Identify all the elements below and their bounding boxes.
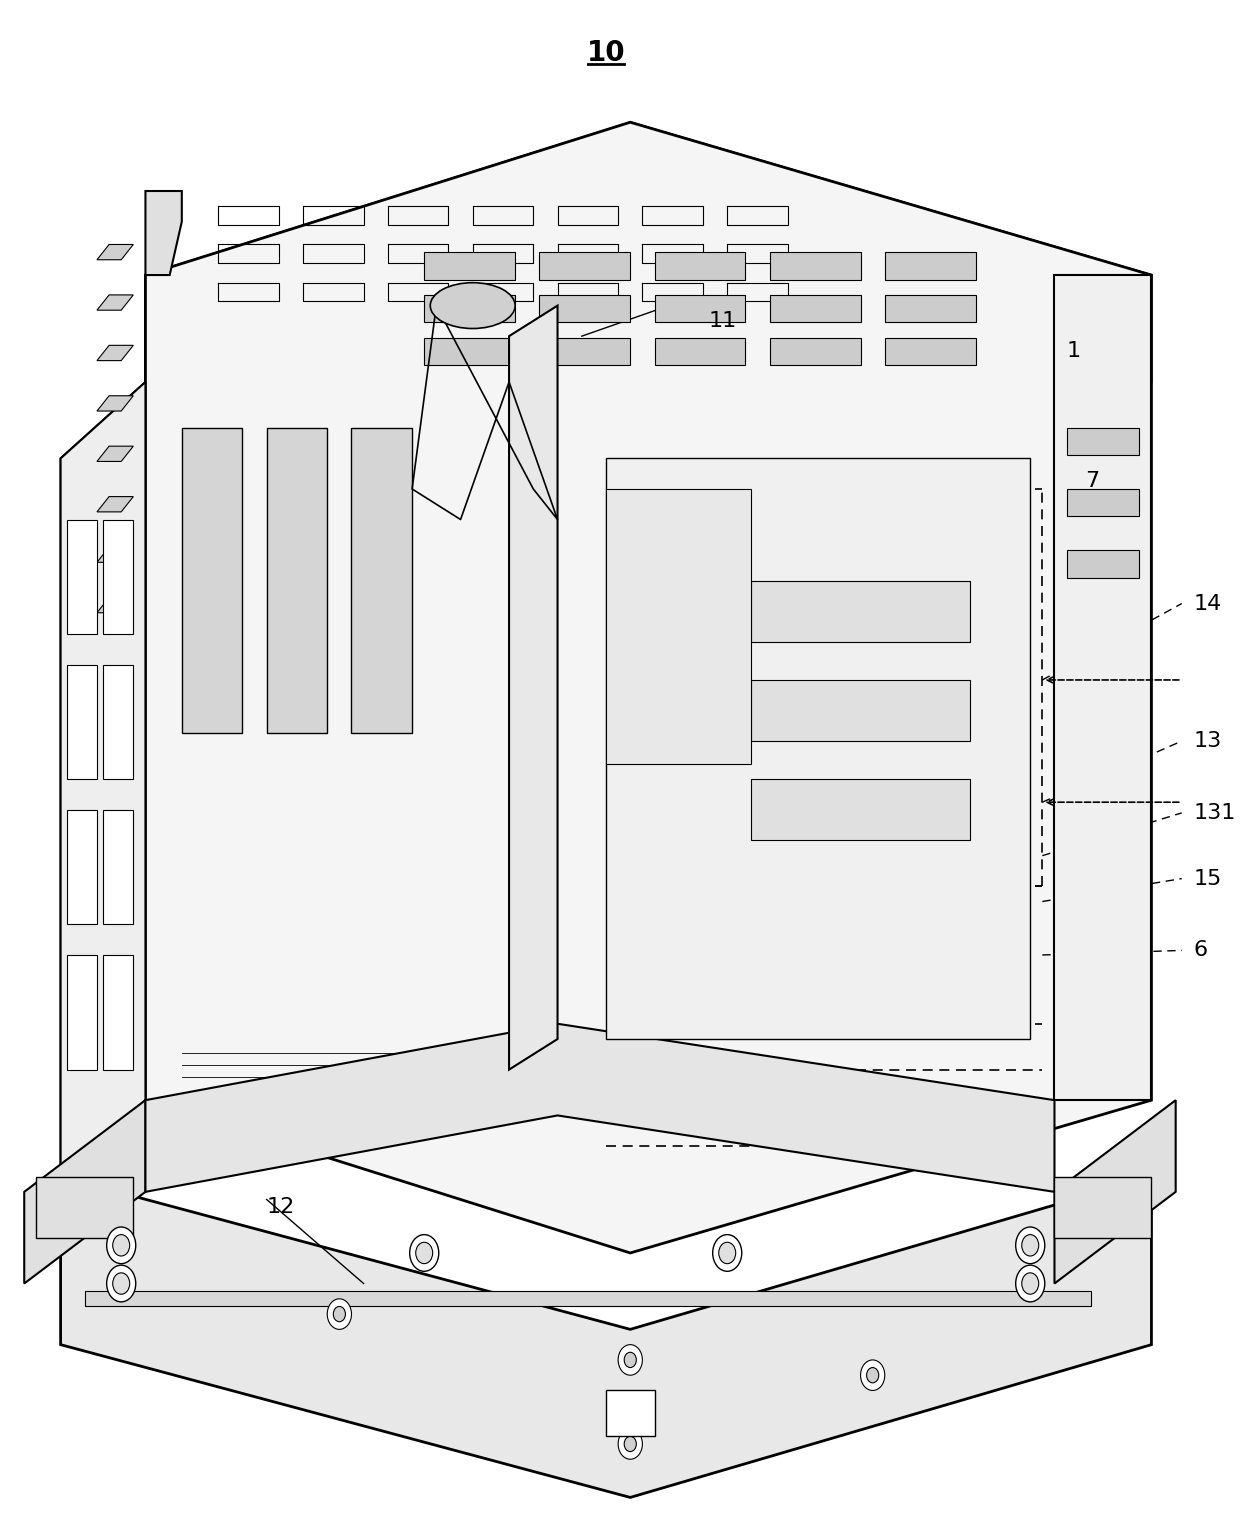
Polygon shape <box>84 1291 1091 1306</box>
Circle shape <box>1022 1235 1039 1256</box>
Text: 13: 13 <box>1194 730 1223 752</box>
Polygon shape <box>1066 428 1140 455</box>
Polygon shape <box>145 191 182 275</box>
Text: 6: 6 <box>1194 940 1208 961</box>
Polygon shape <box>97 244 134 260</box>
Polygon shape <box>606 489 751 764</box>
Polygon shape <box>1054 275 1152 1100</box>
Polygon shape <box>103 665 134 779</box>
Circle shape <box>113 1235 130 1256</box>
Text: 10: 10 <box>587 40 625 67</box>
Polygon shape <box>67 520 97 634</box>
Polygon shape <box>61 382 145 1177</box>
Text: 14: 14 <box>1194 593 1223 614</box>
Bar <box>1054 1177 1152 1238</box>
Polygon shape <box>655 252 745 280</box>
Bar <box>751 779 970 840</box>
Polygon shape <box>510 306 558 1070</box>
Polygon shape <box>770 295 861 322</box>
Polygon shape <box>97 547 134 562</box>
Polygon shape <box>97 446 134 461</box>
Text: 11: 11 <box>709 310 738 332</box>
Circle shape <box>624 1436 636 1452</box>
Polygon shape <box>539 295 630 322</box>
Circle shape <box>719 1242 735 1264</box>
Polygon shape <box>1054 1100 1176 1284</box>
Circle shape <box>107 1227 135 1264</box>
Circle shape <box>867 1368 879 1383</box>
Bar <box>751 680 970 741</box>
Circle shape <box>619 1429 642 1459</box>
Circle shape <box>624 1352 636 1368</box>
Polygon shape <box>885 338 976 365</box>
Polygon shape <box>97 295 134 310</box>
Text: 12: 12 <box>267 1196 295 1218</box>
Polygon shape <box>1066 489 1140 516</box>
Circle shape <box>327 1299 351 1329</box>
Polygon shape <box>103 520 134 634</box>
Polygon shape <box>655 338 745 365</box>
Bar <box>267 428 327 733</box>
Polygon shape <box>103 955 134 1070</box>
Polygon shape <box>67 810 97 924</box>
Polygon shape <box>606 458 1030 1039</box>
Polygon shape <box>145 122 1152 382</box>
Bar <box>182 428 242 733</box>
Bar <box>351 428 412 733</box>
Circle shape <box>619 1345 642 1375</box>
Polygon shape <box>145 1024 1054 1192</box>
Polygon shape <box>25 1100 145 1284</box>
Ellipse shape <box>430 283 515 329</box>
Circle shape <box>107 1265 135 1302</box>
Polygon shape <box>539 252 630 280</box>
Text: 15: 15 <box>1194 868 1223 889</box>
Circle shape <box>1016 1227 1045 1264</box>
Polygon shape <box>424 252 515 280</box>
Polygon shape <box>424 295 515 322</box>
Circle shape <box>334 1306 346 1322</box>
Polygon shape <box>67 955 97 1070</box>
Polygon shape <box>1066 550 1140 578</box>
Polygon shape <box>61 275 145 1177</box>
Polygon shape <box>97 597 134 613</box>
Polygon shape <box>103 810 134 924</box>
Polygon shape <box>770 338 861 365</box>
Circle shape <box>415 1242 433 1264</box>
Circle shape <box>713 1235 742 1271</box>
Bar <box>606 1390 655 1436</box>
Polygon shape <box>770 252 861 280</box>
Polygon shape <box>424 338 515 365</box>
Polygon shape <box>885 252 976 280</box>
Polygon shape <box>97 497 134 512</box>
Text: 1: 1 <box>1066 341 1081 362</box>
Text: 131: 131 <box>1194 802 1236 824</box>
Polygon shape <box>655 295 745 322</box>
Polygon shape <box>539 338 630 365</box>
Circle shape <box>1016 1265 1045 1302</box>
Polygon shape <box>61 1177 1152 1497</box>
Polygon shape <box>97 345 134 361</box>
Circle shape <box>1022 1273 1039 1294</box>
Text: 3: 3 <box>873 578 887 599</box>
Polygon shape <box>145 122 1152 1253</box>
Polygon shape <box>885 295 976 322</box>
Polygon shape <box>97 396 134 411</box>
Circle shape <box>409 1235 439 1271</box>
Text: 7: 7 <box>1085 471 1099 492</box>
Bar <box>751 581 970 642</box>
Circle shape <box>861 1360 885 1390</box>
Circle shape <box>113 1273 130 1294</box>
Polygon shape <box>67 665 97 779</box>
Bar <box>36 1177 134 1238</box>
